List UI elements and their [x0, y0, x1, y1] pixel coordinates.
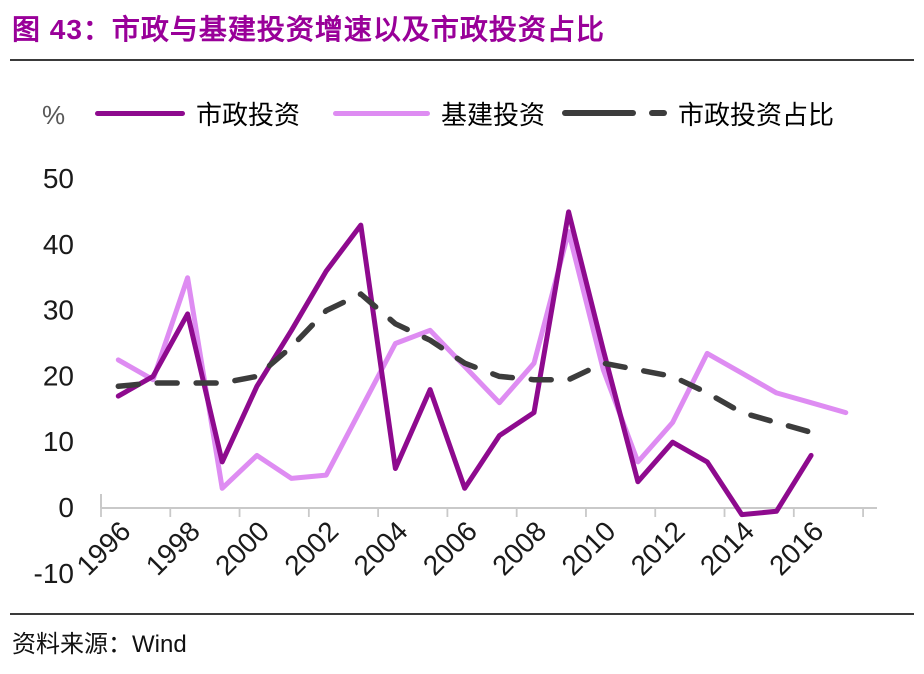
legend-item-infrastructure-investment: 基建投资 [333, 94, 545, 132]
x-axis-year-label: 2012 [625, 515, 691, 581]
legend-dash-long [562, 110, 636, 116]
x-axis-year-label: 2010 [556, 515, 622, 581]
figure-title: 图 43：市政与基建投资增速以及市政投资占比 [12, 14, 605, 45]
y-axis-tick-label: 0 [58, 492, 74, 523]
infrastructure-investment-line [115, 229, 849, 491]
legend-swatch-municipal-investment [95, 110, 185, 116]
legend-swatch-infrastructure-investment [333, 110, 430, 116]
y-axis-tick-label: 10 [43, 426, 74, 457]
y-axis-tick-label: 20 [43, 360, 74, 391]
x-axis-year-label: 2016 [763, 515, 829, 581]
legend-swatch-municipal-investment-share [562, 110, 667, 116]
y-axis-tick-label: 50 [43, 163, 74, 194]
source-label: 资料来源： [12, 632, 132, 658]
x-axis-year-label: 2008 [486, 515, 552, 581]
source-value: Wind [132, 631, 187, 658]
x-axis-year-label: 2006 [417, 515, 483, 581]
x-axis-year-label: 2014 [694, 515, 760, 581]
municipal-investment-line [115, 209, 814, 518]
x-axis-year-label: 2002 [278, 515, 344, 581]
legend-label-municipal-investment-share: 市政投资占比 [678, 99, 835, 130]
municipal-investment-share-line [115, 291, 814, 436]
legend-label-infrastructure-investment: 基建投资 [441, 99, 546, 130]
chart-legend: 市政投资 基建投资 市政投资占比 [0, 94, 924, 132]
y-axis-unit-label: % [42, 100, 66, 130]
x-axis-year-label: 1996 [71, 515, 137, 581]
x-axis-year-label: 2004 [348, 515, 414, 581]
title-divider [10, 59, 914, 61]
x-axis-year-label: 2000 [209, 515, 275, 581]
x-axis-year-label: 1998 [140, 515, 206, 581]
y-axis-tick-label: 30 [43, 295, 74, 326]
source-note: 资料来源：Wind [12, 624, 187, 659]
legend-item-municipal-investment: 市政投资 [95, 94, 300, 132]
footer-divider [10, 613, 914, 615]
y-axis-tick-label: -10 [34, 558, 74, 589]
legend-item-municipal-investment-share: 市政投资占比 [562, 94, 834, 132]
legend-dash-short [649, 110, 667, 116]
y-axis-tick-label: 40 [43, 229, 74, 260]
legend-label-municipal-investment: 市政投资 [196, 99, 301, 130]
